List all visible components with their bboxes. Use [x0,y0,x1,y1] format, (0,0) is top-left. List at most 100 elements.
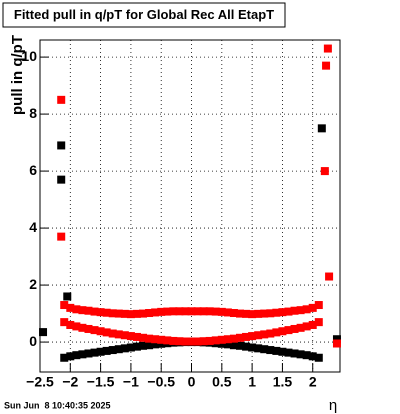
plot-frame [39,39,341,373]
marker [57,175,66,184]
marker [236,341,244,350]
marker [60,301,69,310]
marker [175,337,184,346]
marker [317,124,326,133]
marker [72,305,81,314]
x-tick-label: 0.5 [212,374,232,390]
marker [211,307,220,316]
marker [211,336,220,345]
marker [322,61,331,70]
marker [102,346,111,355]
marker [320,167,329,176]
marker [308,352,317,361]
marker [90,348,99,357]
marker [278,327,287,336]
marker [114,330,123,339]
x-tick-label: −0.5 [147,374,175,390]
marker [60,353,69,362]
marker [169,307,178,316]
marker [169,336,178,345]
marker [223,308,232,317]
marker [332,335,341,344]
marker [308,320,317,329]
marker [302,305,311,314]
marker [132,342,141,351]
marker [120,344,129,353]
x-tick-label: 1 [248,374,256,390]
marker [193,307,202,316]
marker [290,349,299,358]
marker [60,318,69,327]
marker [278,308,287,317]
marker [84,349,93,358]
marker [57,232,66,241]
marker [290,324,299,333]
marker [302,351,311,360]
marker [296,323,305,332]
marker [108,346,117,355]
marker [132,332,141,341]
marker [284,326,293,335]
marker [254,344,263,353]
x-tick-label: 0 [188,374,196,390]
marker [254,331,263,340]
marker [229,341,238,350]
y-tick-label: 4 [29,219,37,235]
marker [314,301,323,310]
marker [126,310,135,319]
y-tick-label: 8 [29,105,37,121]
marker [78,350,87,359]
marker [332,339,341,348]
marker [266,309,275,318]
marker [193,337,202,346]
marker [217,335,226,344]
marker [145,334,154,343]
marker [72,351,81,360]
marker [175,307,184,316]
marker [242,309,251,318]
marker [254,309,263,318]
marker [151,340,160,349]
marker [132,309,141,318]
marker [272,308,281,317]
marker [102,328,111,337]
x-axis-label: η [329,397,337,414]
x-tick-label: −2 [62,374,78,390]
marker [181,337,190,346]
marker [90,307,99,316]
timestamp: Sun Jun 8 10:40:35 2025 [4,400,111,410]
marker [260,345,269,354]
y-tick-label: 2 [29,276,37,292]
marker [78,323,87,332]
marker [108,329,117,338]
x-tick-label: −2.5 [26,374,54,390]
marker [248,310,257,319]
marker [114,309,123,318]
marker [272,328,281,337]
marker [66,320,75,329]
x-tick-label: −1.5 [87,374,115,390]
marker [96,327,105,336]
marker [108,309,117,318]
marker [39,328,48,337]
marker [266,329,275,338]
marker [308,303,317,312]
y-axis-label: pull in q/pT [9,35,26,115]
marker [302,322,311,331]
marker [248,332,257,341]
marker [157,335,166,344]
marker [187,307,196,316]
marker [120,331,129,340]
marker [78,306,87,315]
marker [199,337,208,346]
marker [223,335,232,344]
marker [278,347,287,356]
marker [72,322,81,331]
marker [284,348,293,357]
marker [126,332,135,341]
marker [96,347,105,356]
marker [290,306,299,315]
marker [272,346,281,355]
marker [199,307,208,316]
